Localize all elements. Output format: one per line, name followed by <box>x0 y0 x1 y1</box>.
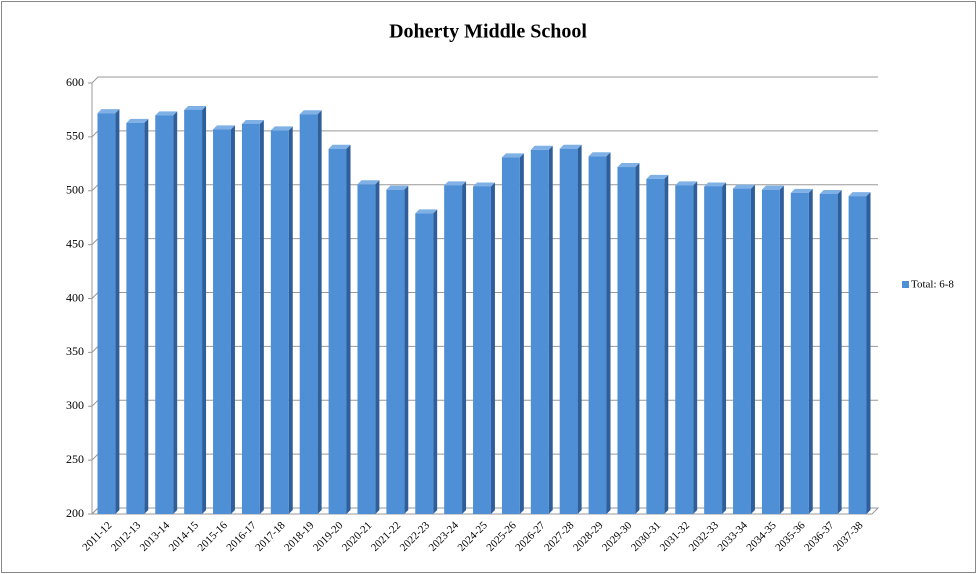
bar <box>386 189 405 515</box>
bar <box>328 148 347 515</box>
bar-side <box>750 184 755 514</box>
bar <box>126 122 145 515</box>
bar <box>97 113 116 515</box>
y-tick-label: 350 <box>66 344 84 358</box>
bar-side <box>635 163 640 515</box>
bar <box>588 156 607 514</box>
bar-side <box>837 189 842 515</box>
y-tick-label: 600 <box>66 75 84 89</box>
bar-top <box>299 110 322 115</box>
bar-side <box>288 126 293 514</box>
bar-side <box>519 153 524 514</box>
bar <box>790 192 809 514</box>
bar <box>357 184 376 514</box>
bar <box>819 193 838 515</box>
bar <box>530 149 549 514</box>
bar-top <box>848 192 871 197</box>
bar <box>155 115 174 514</box>
bar <box>646 178 665 514</box>
bar-side <box>664 174 669 514</box>
bar-top <box>386 185 409 190</box>
y-tick-label: 400 <box>66 290 84 304</box>
bar <box>733 188 751 514</box>
bar-side <box>259 119 264 514</box>
bar-side <box>548 145 553 514</box>
bar <box>617 167 636 515</box>
bar <box>299 114 318 514</box>
bar-top <box>501 153 524 158</box>
bar-top <box>357 180 380 185</box>
bar-top <box>444 181 467 186</box>
chart-title: Doherty Middle School <box>389 21 587 43</box>
bar <box>501 157 520 514</box>
bar-top <box>415 209 438 214</box>
bar-top <box>97 109 120 114</box>
bar <box>559 148 578 515</box>
bar <box>270 130 289 514</box>
bar <box>848 196 867 514</box>
bar-side <box>433 209 438 514</box>
bar-side <box>144 118 149 515</box>
legend-swatch <box>902 281 909 288</box>
y-tick-label: 200 <box>66 506 84 520</box>
y-tick-label: 250 <box>66 452 84 466</box>
bar-top <box>646 174 669 179</box>
bar-side <box>693 181 698 515</box>
bar-side <box>490 182 495 514</box>
bar-side <box>317 110 322 514</box>
grid-line <box>91 76 878 84</box>
bar <box>761 189 780 515</box>
bar-top <box>126 118 149 123</box>
bar-side <box>577 144 582 515</box>
y-tick-label: 300 <box>66 398 84 412</box>
bar-side <box>722 182 727 514</box>
bar <box>704 186 723 514</box>
y-tick-label: 500 <box>66 183 84 197</box>
bar <box>415 213 434 514</box>
bar-side <box>866 192 871 514</box>
bar <box>675 185 694 515</box>
bar-side <box>808 188 813 514</box>
y-tick-label: 550 <box>66 129 84 143</box>
bar-top <box>328 144 351 149</box>
bar-side <box>779 185 784 515</box>
bar-side <box>202 105 207 514</box>
bar-side <box>404 185 409 515</box>
bar-top <box>819 189 842 194</box>
bar-top <box>473 182 495 187</box>
bar-top <box>761 185 784 190</box>
bar-top <box>184 105 207 110</box>
bar-top <box>588 152 611 157</box>
bar-side <box>115 109 120 515</box>
bar-side <box>462 181 467 515</box>
legend-label: Total: 6-8 <box>911 279 954 291</box>
bar-top <box>270 126 293 131</box>
bar <box>184 109 203 514</box>
bar-top <box>559 144 582 149</box>
bar-side <box>606 152 611 514</box>
bar-top <box>241 119 264 124</box>
bar <box>241 123 260 514</box>
bar-side <box>346 144 351 515</box>
y-tick-label: 450 <box>66 236 84 250</box>
bar-top <box>530 145 553 150</box>
bar-side <box>173 111 178 514</box>
bar-top <box>617 163 640 168</box>
bar <box>213 129 231 514</box>
bar-top <box>675 181 698 186</box>
bar-side <box>375 180 380 514</box>
bar-top <box>155 111 178 116</box>
bar-top <box>790 188 813 193</box>
bar-top <box>704 182 727 187</box>
bar <box>473 186 491 514</box>
bar <box>444 185 463 515</box>
bar-side <box>230 125 235 515</box>
bar-top <box>213 125 235 130</box>
bar-top <box>733 184 755 189</box>
